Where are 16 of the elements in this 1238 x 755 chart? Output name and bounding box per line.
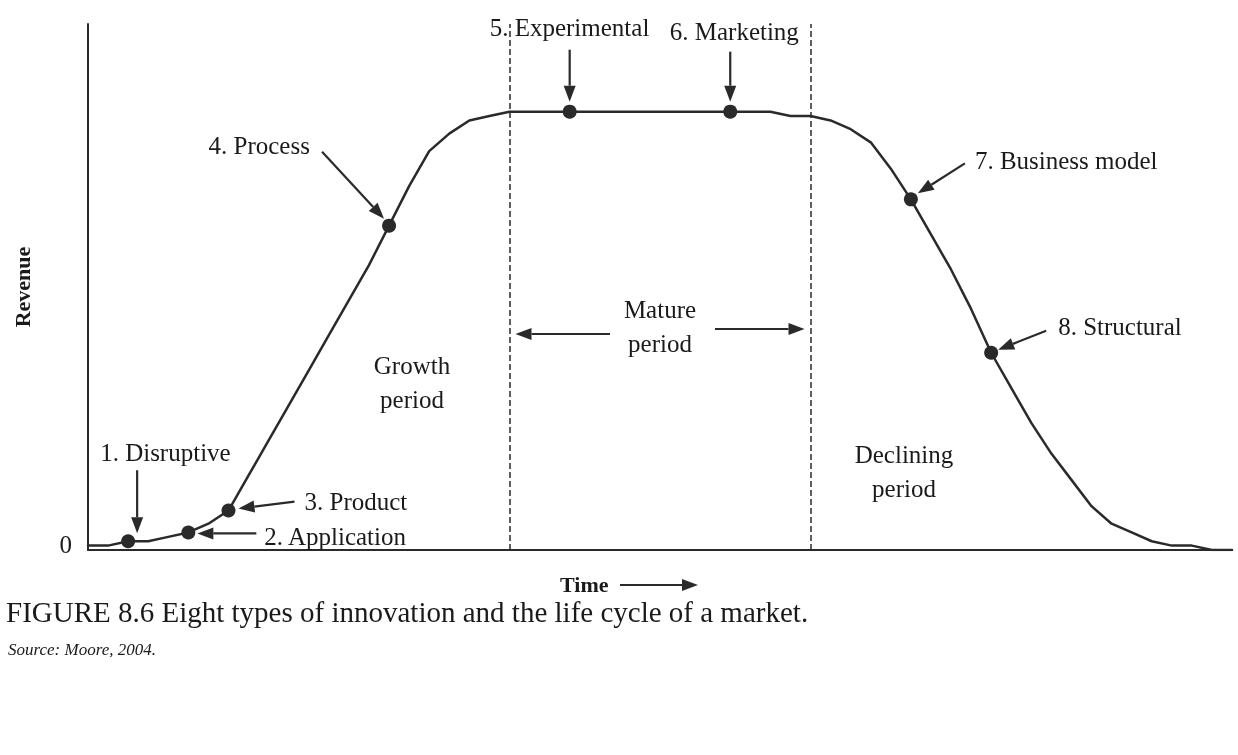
annotation: Growth period (372, 351, 452, 415)
y-axis-title: Revenue (9, 246, 35, 328)
annotation: Declining period (853, 440, 955, 504)
text: 0 (59, 531, 72, 559)
annotation: 1. Disruptive (100, 439, 231, 468)
source-note: Source: Moore, 2004. (8, 639, 156, 661)
text: 6. Marketing (669, 17, 799, 46)
annotation: 3. Product (304, 487, 408, 516)
text: 5. Experimental (489, 13, 650, 42)
text: FIGURE 8.6 Eight types of innovation and the life cycle of a market. (6, 596, 809, 628)
x-axis-title: Time (560, 571, 609, 599)
annotation: 8. Structural (1058, 312, 1182, 341)
annotation: 2. Application (264, 523, 406, 552)
annotation: 4. Process (208, 131, 310, 160)
annotation: 7. Business model (974, 147, 1158, 176)
annotation: Mature period (622, 295, 698, 359)
